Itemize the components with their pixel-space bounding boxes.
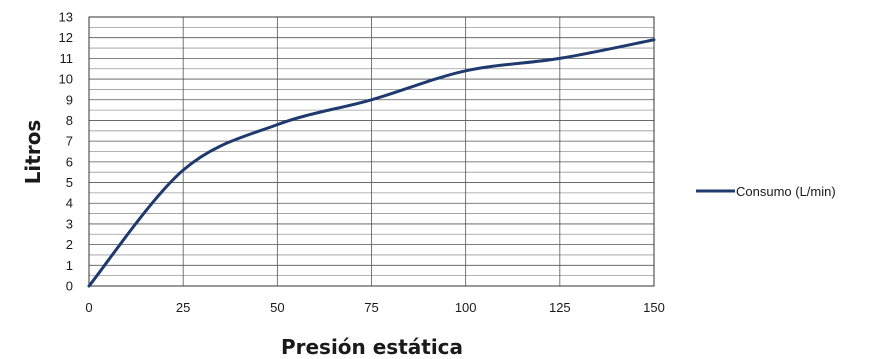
y-tick-label: 10 <box>59 72 73 87</box>
y-tick-label: 1 <box>66 258 73 273</box>
x-tick-label: 50 <box>270 300 284 315</box>
y-tick-label: 11 <box>60 51 74 66</box>
y-tick-label: 4 <box>66 196 73 211</box>
y-tick-label: 2 <box>66 237 73 252</box>
legend-label-consumo: Consumo (L/min) <box>736 184 836 199</box>
y-tick-label: 12 <box>59 30 73 45</box>
series-line-consumo <box>87 38 656 288</box>
y-axis-title: Litros <box>21 120 45 185</box>
x-tick-label: 25 <box>176 300 190 315</box>
x-tick-label: 100 <box>455 300 477 315</box>
y-tick-label: 13 <box>59 10 73 25</box>
x-axis-title: Presión estática <box>281 335 463 359</box>
x-tick-label: 150 <box>643 300 665 315</box>
y-tick-label: 6 <box>66 154 73 169</box>
y-tick-label: 5 <box>66 175 73 190</box>
plot-area-frame <box>88 16 655 287</box>
y-tick-label: 9 <box>66 92 73 107</box>
x-tick-label: 0 <box>85 300 92 315</box>
y-tick-label: 3 <box>66 216 73 231</box>
y-tick-label: 7 <box>66 134 73 149</box>
y-tick-label: 0 <box>66 279 73 294</box>
x-tick-label: 125 <box>549 300 571 315</box>
y-tick-label: 8 <box>66 113 73 128</box>
x-tick-label: 75 <box>364 300 378 315</box>
x-axis-tick-labels: 0 25 50 75 100 125 150 <box>85 300 664 315</box>
